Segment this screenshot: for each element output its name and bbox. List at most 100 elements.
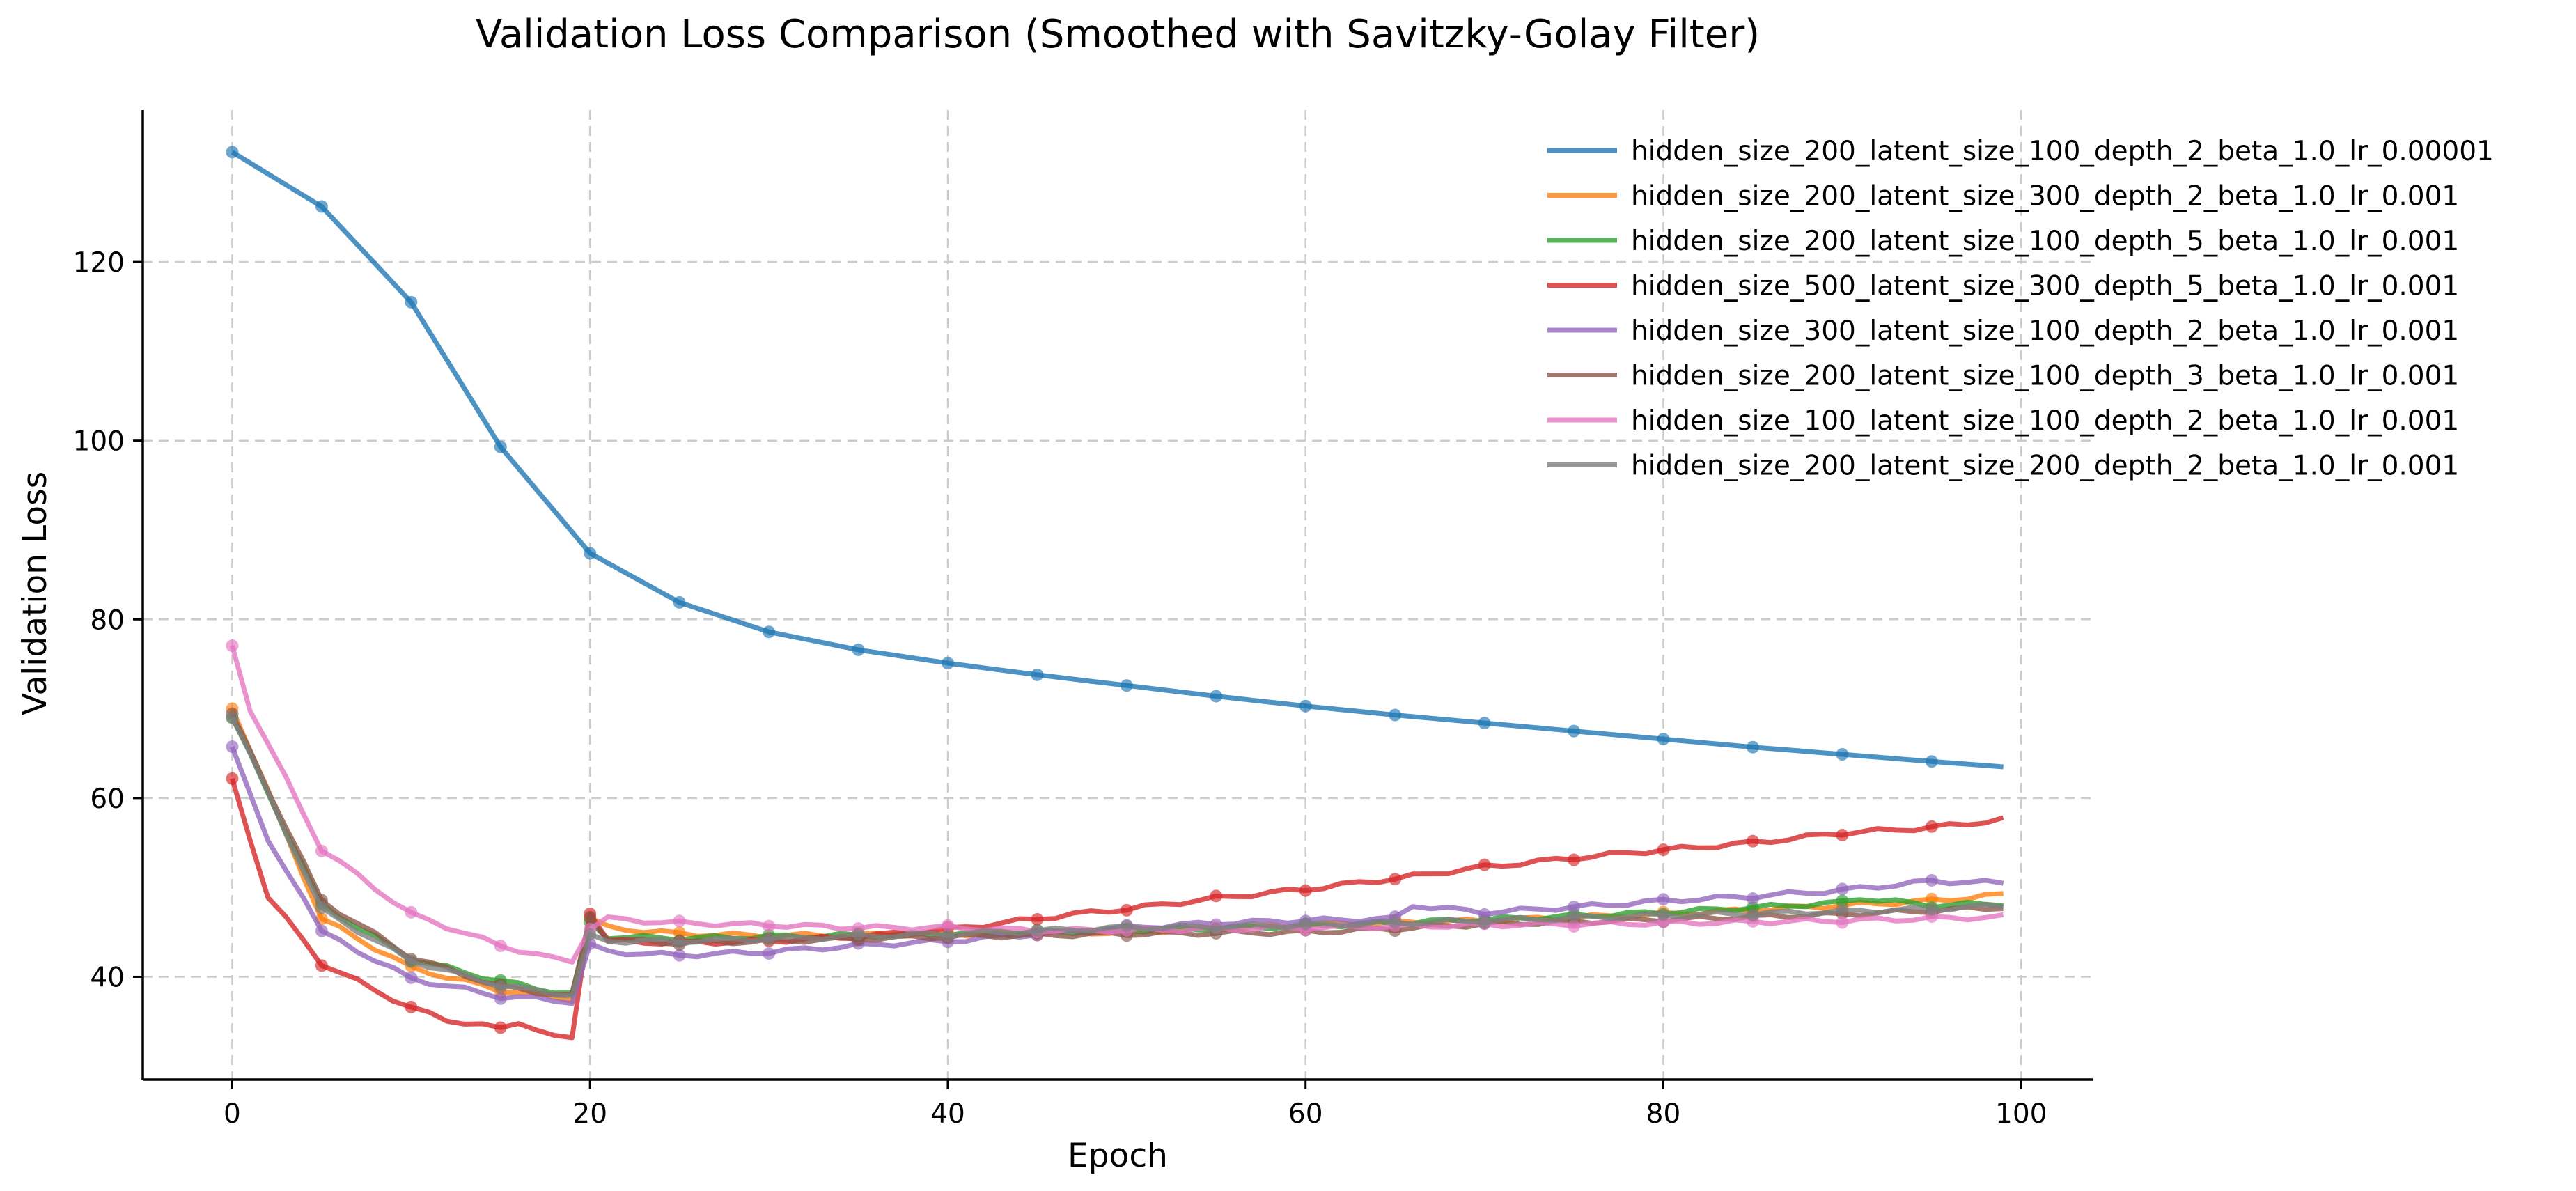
data-point-marker [1746, 909, 1759, 922]
y-tick-label: 120 [73, 247, 125, 279]
legend-entry-label: hidden_size_100_latent_size_100_depth_2_… [1631, 405, 2459, 437]
x-tick-label: 20 [572, 1098, 607, 1130]
data-point-marker [1299, 917, 1312, 931]
series-line [230, 645, 2004, 965]
data-point-marker [584, 910, 597, 924]
series-line [230, 717, 2004, 999]
data-point-marker [315, 200, 328, 213]
y-tick-label: 60 [90, 784, 125, 815]
legend-entry-label: hidden_size_200_latent_size_300_depth_2_… [1631, 181, 2459, 212]
data-point-marker [1031, 912, 1044, 926]
data-point-marker [1568, 919, 1581, 933]
data-point-marker [1120, 679, 1133, 692]
data-point-marker [1746, 834, 1759, 848]
data-point-marker [1925, 903, 1938, 916]
data-point-marker [1836, 882, 1849, 896]
data-point-marker [1299, 699, 1312, 713]
x-axis-label: Epoch [1068, 1137, 1168, 1175]
chart-title: Validation Loss Comparison (Smoothed wit… [476, 12, 1760, 57]
data-point-marker [494, 981, 507, 994]
axes [133, 110, 2093, 1089]
data-point-marker [1210, 922, 1223, 935]
x-tick-label: 0 [224, 1098, 241, 1130]
data-point-marker [494, 992, 507, 1005]
data-point-marker [1657, 843, 1670, 857]
data-point-marker [494, 1021, 507, 1034]
data-point-marker [1389, 708, 1402, 722]
data-point-marker [763, 625, 776, 639]
series-1 [226, 146, 2004, 770]
data-point-marker [763, 919, 776, 933]
y-tick-label: 100 [73, 426, 125, 458]
data-point-marker [226, 740, 239, 754]
data-point-marker [941, 919, 954, 932]
data-point-marker [1389, 915, 1402, 928]
tick-labels: 0 20 40 60 80 100 40 60 80 100 120 [73, 247, 2047, 1130]
data-point-marker [226, 639, 239, 653]
data-point-marker [1836, 829, 1849, 842]
data-point-marker [1657, 893, 1670, 906]
data-point-marker [1299, 884, 1312, 897]
y-tick-label: 80 [90, 605, 125, 636]
data-point-marker [1478, 717, 1491, 730]
legend: hidden_size_200_latent_size_100_depth_2_… [1547, 136, 2494, 482]
x-tick-label: 60 [1288, 1098, 1323, 1130]
data-point-marker [673, 935, 686, 949]
data-point-marker [1031, 924, 1044, 937]
data-point-marker [1568, 910, 1581, 923]
data-point-marker [1657, 733, 1670, 746]
data-point-marker [852, 643, 865, 656]
data-point-marker [1836, 916, 1849, 929]
x-tick-label: 40 [930, 1098, 965, 1130]
data-point-marker [673, 949, 686, 962]
series-line [230, 777, 2004, 1041]
data-point-marker [852, 928, 865, 941]
data-point-marker [494, 940, 507, 953]
data-point-marker [941, 929, 954, 942]
data-point-marker [1478, 858, 1491, 871]
data-point-marker [1031, 668, 1044, 681]
data-point-marker [584, 547, 597, 560]
data-point-marker [315, 901, 328, 914]
series-8 [226, 711, 2004, 999]
legend-entry-label: hidden_size_200_latent_size_100_depth_3_… [1631, 361, 2459, 392]
data-point-marker [1120, 903, 1133, 917]
data-point-marker [1478, 916, 1491, 929]
data-point-marker [673, 914, 686, 928]
legend-entry-label: hidden_size_500_latent_size_300_depth_5_… [1631, 271, 2459, 302]
data-point-marker [315, 844, 328, 857]
data-point-marker [405, 1000, 418, 1013]
data-point-marker [1836, 903, 1849, 916]
data-point-marker [1210, 690, 1223, 703]
x-tick-label: 100 [1995, 1098, 2047, 1130]
data-point-marker [1120, 919, 1133, 933]
data-point-marker [405, 295, 418, 309]
data-point-marker [1210, 889, 1223, 903]
x-tick-label: 80 [1646, 1098, 1681, 1130]
data-point-marker [1746, 740, 1759, 754]
data-point-marker [673, 596, 686, 609]
data-point-marker [315, 924, 328, 937]
data-point-marker [226, 711, 239, 724]
legend-entry-label: hidden_size_300_latent_size_100_depth_2_… [1631, 316, 2459, 347]
data-point-marker [1746, 892, 1759, 905]
y-tick-label: 40 [90, 962, 125, 993]
series-lines [226, 146, 2004, 1041]
data-point-marker [763, 933, 776, 946]
series-line [231, 150, 2004, 770]
data-point-marker [941, 657, 954, 670]
data-point-marker [1836, 894, 1849, 908]
data-point-marker [1657, 908, 1670, 921]
data-point-marker [226, 146, 239, 159]
data-point-marker [1568, 724, 1581, 738]
data-point-marker [1925, 755, 1938, 768]
y-axis-label: Validation Loss [16, 472, 54, 715]
data-point-marker [405, 971, 418, 984]
legend-entry-label: hidden_size_200_latent_size_100_depth_5_… [1631, 226, 2459, 257]
data-point-marker [315, 959, 328, 972]
data-point-marker [584, 928, 597, 941]
data-point-marker [1925, 873, 1938, 887]
data-point-marker [494, 440, 507, 453]
